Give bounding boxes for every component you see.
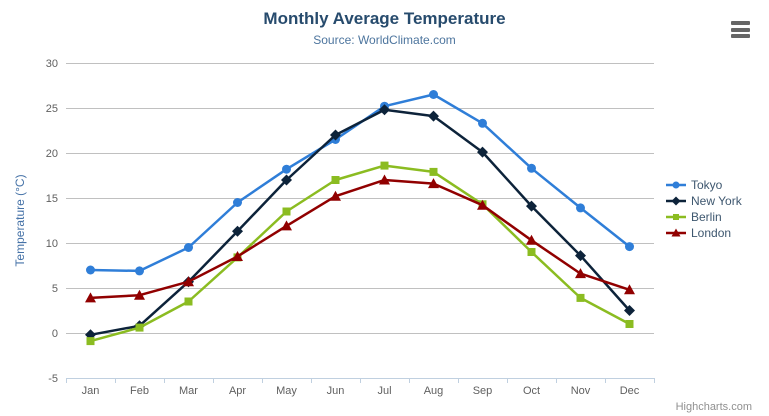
marker-new-york[interactable] [428,110,439,122]
marker-berlin[interactable] [527,248,536,256]
series-line-tokyo [89,93,631,273]
series-new-york [85,104,635,341]
x-axis-label: Jul [377,385,391,397]
series-line-berlin [89,164,631,343]
marker-london[interactable] [85,292,96,303]
legend-marker-new-york[interactable] [671,196,681,206]
x-axis: Jan Feb Mar Apr May Jun Jul Aug Sep Oct Nov Dec [66,378,655,397]
legend-label: Berlin [691,210,722,224]
marker-london[interactable] [526,234,537,245]
series-london [85,174,635,303]
chart-subtitle: Source: WorldClimate.com [313,33,456,47]
marker-london[interactable] [134,289,145,300]
legend-marker-berlin[interactable] [673,214,679,220]
x-axis-label: Aug [424,385,444,397]
legend-item-london[interactable]: London [666,225,742,241]
x-axis-label: Feb [130,385,149,397]
x-axis-label: Nov [571,385,591,397]
legend-label: London [691,226,732,240]
marker-tokyo[interactable] [135,266,144,276]
marker-tokyo[interactable] [86,265,95,275]
series-line-london [89,178,631,300]
y-axis-label: 15 [46,193,58,205]
y-axis-label: 5 [52,283,58,295]
x-axis-label: May [276,385,297,397]
marker-berlin[interactable] [184,297,193,306]
marker-new-york[interactable] [330,129,341,141]
marker-london[interactable] [281,220,292,231]
y-axis-label: 10 [46,238,58,250]
chart-legend: Tokyo New York Berlin London [666,177,742,241]
legend-marker-tokyo[interactable] [672,181,680,189]
marker-tokyo[interactable] [233,198,242,207]
legend-label: Tokyo [691,178,723,192]
y-axis-labels: -5 0 5 10 15 20 25 30 [46,58,58,385]
marker-london[interactable] [232,251,243,261]
marker-new-york[interactable] [624,305,635,316]
legend-marker-circle-icon [666,181,686,189]
legend-item-new-york[interactable]: New York [666,193,742,209]
x-axis-label: Mar [179,385,198,397]
x-axis-label: Jun [327,385,345,397]
marker-berlin[interactable] [625,320,634,328]
hamburger-menu-icon [731,34,750,38]
x-axis-label: Apr [229,385,246,397]
y-axis-label: 30 [46,58,58,70]
marker-berlin[interactable] [135,323,144,332]
legend-marker-diamond-icon [666,196,686,206]
marker-london[interactable] [379,174,390,185]
y-axis-label: 25 [46,103,58,115]
marker-tokyo[interactable] [282,164,291,174]
marker-new-york[interactable] [477,146,488,158]
legend-marker-london[interactable] [671,228,681,237]
legend-item-tokyo[interactable]: Tokyo [666,177,742,193]
y-axis-label: -5 [48,373,58,385]
marker-london[interactable] [428,178,439,189]
marker-berlin[interactable] [86,337,95,346]
x-axis-label: Jan [82,385,100,397]
series-tokyo [86,90,634,276]
marker-new-york[interactable] [526,200,537,212]
export-menu-button[interactable] [731,21,751,38]
grid-lines [66,63,654,379]
y-axis-label: 20 [46,148,58,160]
legend-marker-triangle-icon [666,228,686,237]
marker-tokyo[interactable] [625,242,634,252]
marker-london[interactable] [624,284,635,295]
x-axis-label: Oct [523,385,540,397]
y-axis-label: 0 [52,328,58,340]
hamburger-menu-icon [731,27,750,32]
marker-tokyo[interactable] [429,90,438,99]
marker-london[interactable] [575,268,586,279]
x-axis-label: Dec [620,385,640,397]
marker-new-york[interactable] [575,250,586,262]
marker-tokyo[interactable] [527,163,536,173]
marker-berlin[interactable] [429,167,438,176]
marker-london[interactable] [183,276,194,287]
marker-new-york[interactable] [232,225,243,237]
legend-item-berlin[interactable]: Berlin [666,209,742,225]
marker-london[interactable] [477,199,488,210]
marker-new-york[interactable] [379,104,390,116]
marker-tokyo[interactable] [478,118,487,128]
legend-marker-square-icon [666,214,686,220]
marker-berlin[interactable] [331,176,340,184]
y-axis-title: Temperature (°C) [13,174,27,266]
marker-london[interactable] [330,190,341,201]
highcharts-credit-link[interactable]: Highcharts.com [675,401,752,413]
chart-title: Monthly Average Temperature [263,9,506,28]
series-line-new-york [89,108,631,337]
marker-tokyo[interactable] [576,203,585,213]
marker-berlin[interactable] [380,161,389,170]
marker-tokyo[interactable] [184,243,193,252]
marker-berlin[interactable] [576,293,585,302]
marker-berlin[interactable] [282,207,291,216]
legend-label: New York [691,194,742,208]
marker-new-york[interactable] [281,174,292,186]
hamburger-menu-icon [731,21,750,25]
x-axis-label: Sep [473,385,493,397]
